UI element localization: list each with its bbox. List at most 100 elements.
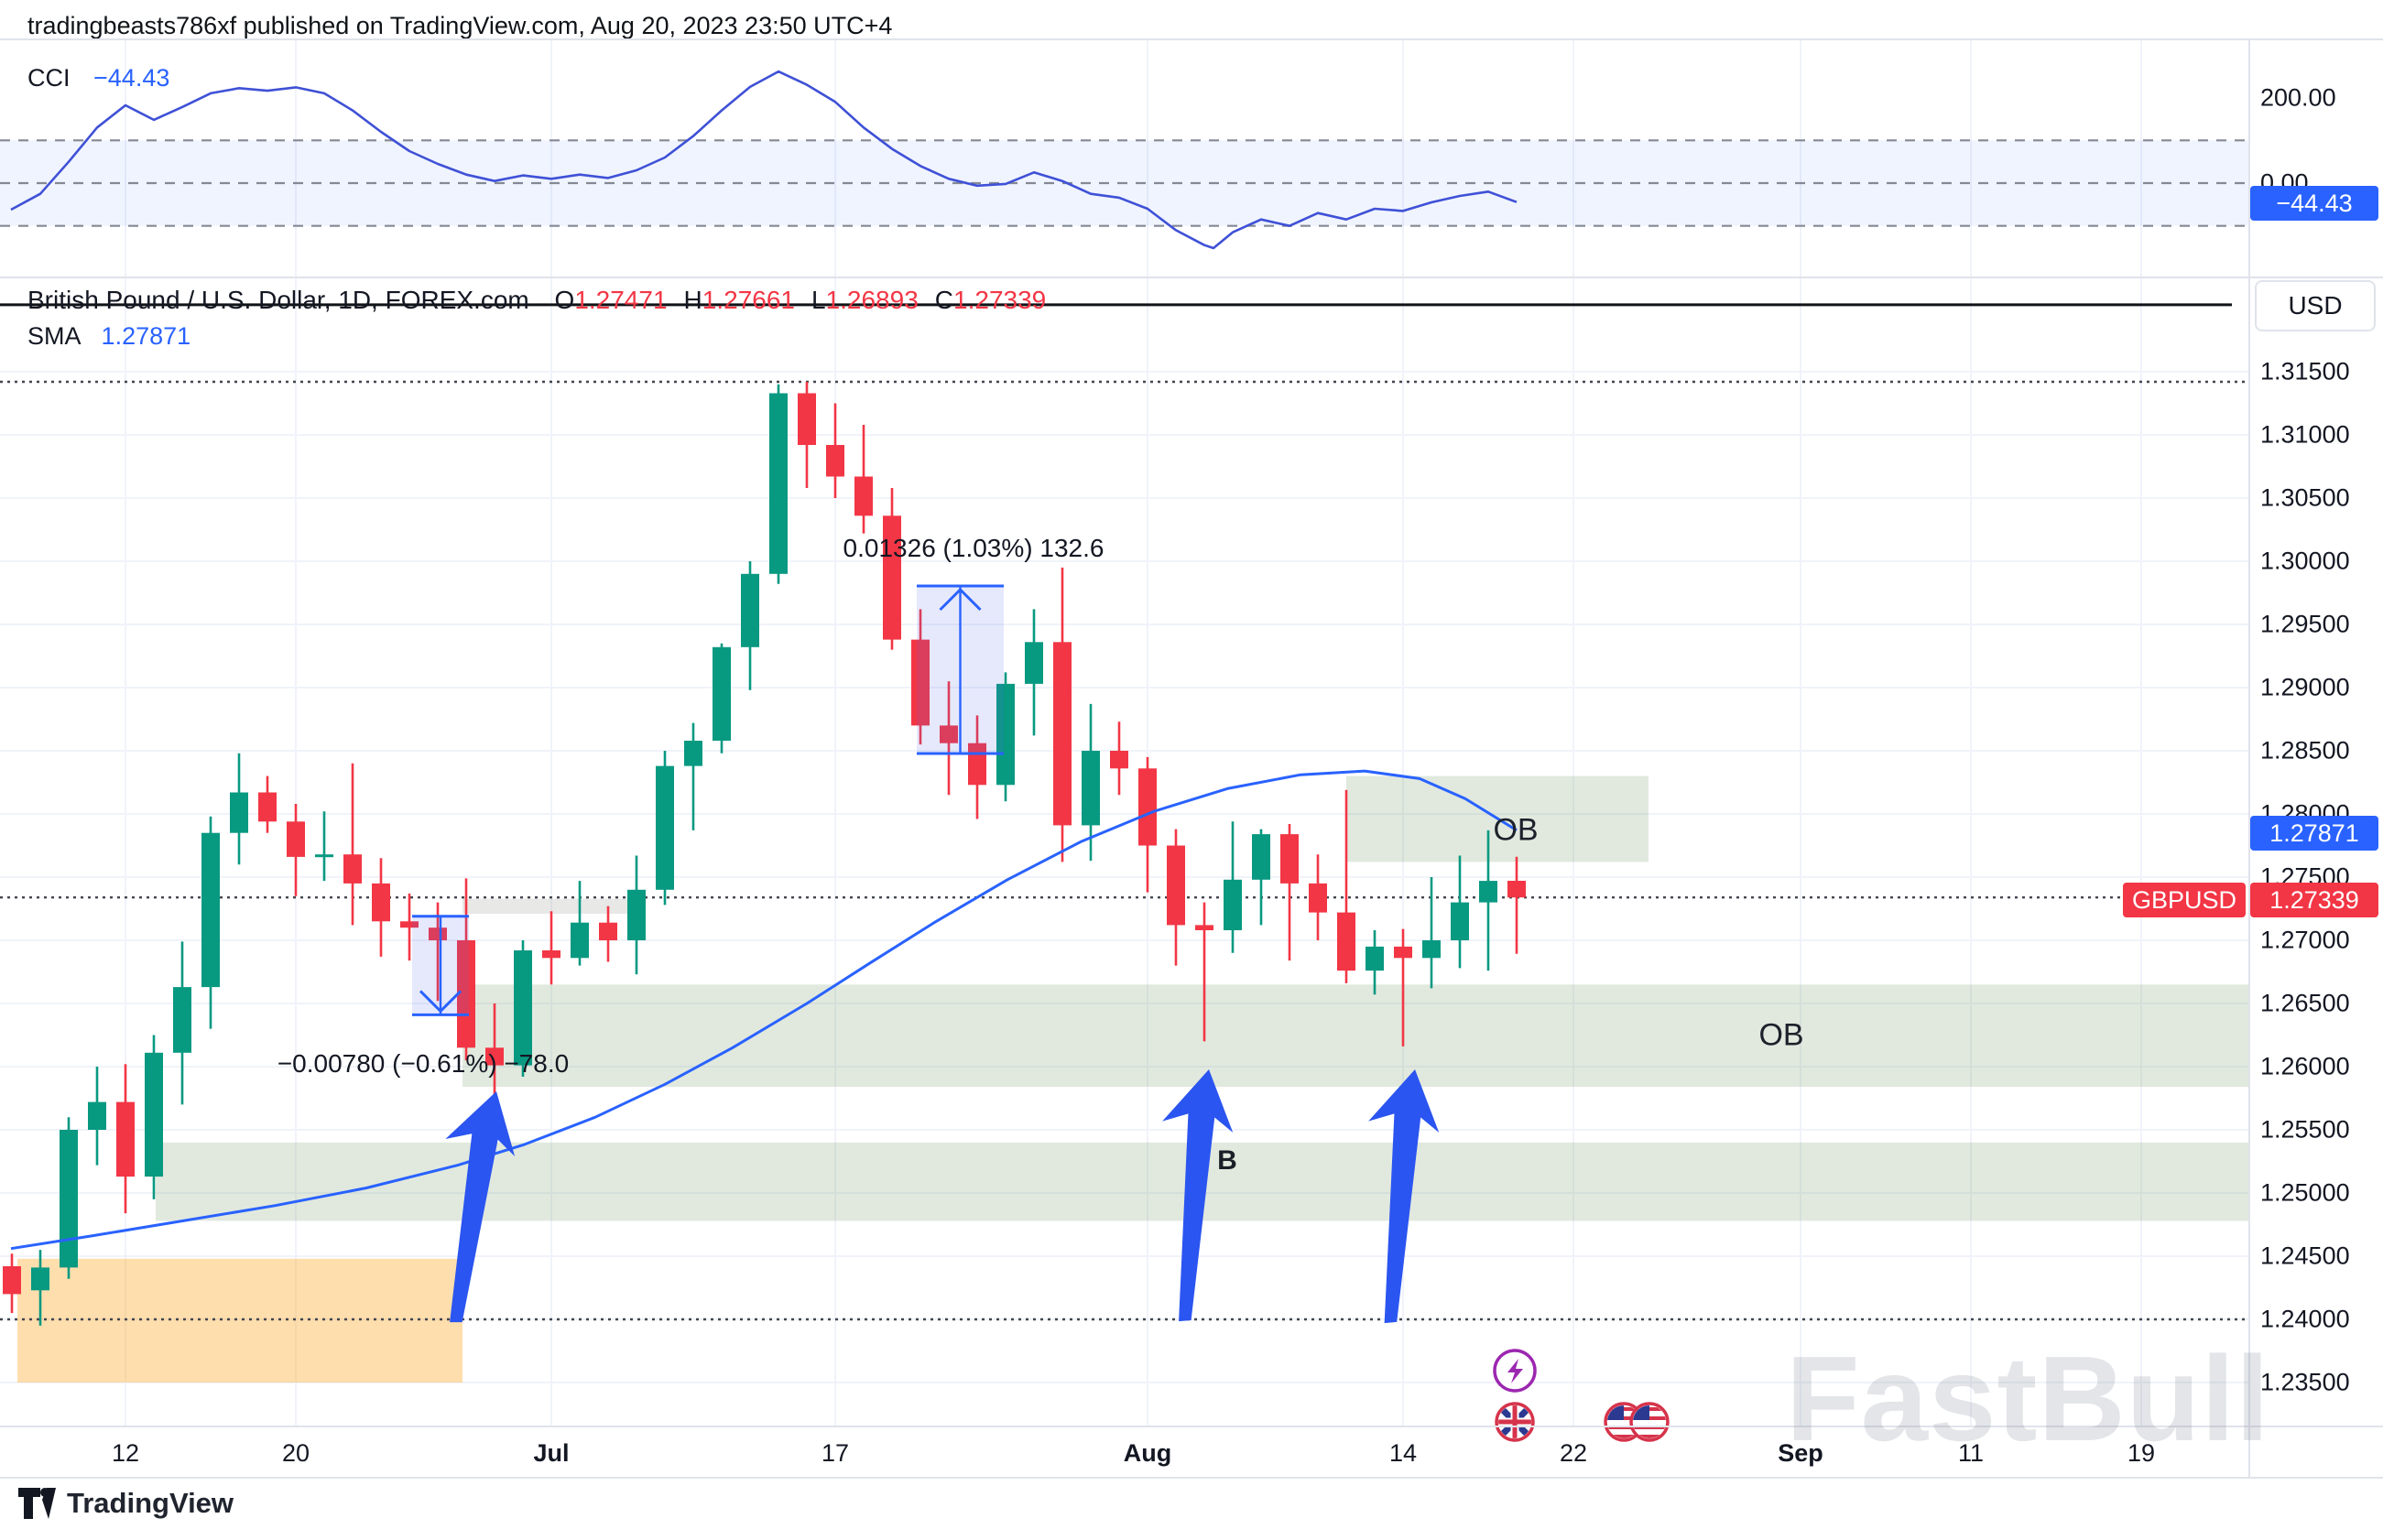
ohlc-item: L1.26893 (811, 286, 919, 314)
candle-body (1167, 845, 1185, 926)
candle-body (1451, 902, 1469, 940)
buy-arrow-drawing[interactable] (1328, 1062, 1451, 1326)
orange-zone[interactable] (17, 1258, 462, 1383)
symbol-legend: British Pound / U.S. Dollar, 1D, FOREX.c… (27, 286, 1062, 315)
candle-body (996, 683, 1015, 786)
fastbull-watermark: FastBull (1786, 1331, 2270, 1466)
buy-arrow-drawing[interactable] (1122, 1062, 1245, 1324)
price-axis-label: 1.31500 (2260, 357, 2350, 385)
candle-body (1507, 881, 1526, 898)
tradingview-brand: TradingView (67, 1487, 234, 1519)
price-axis-label: 1.29500 (2260, 610, 2350, 638)
candle-body (656, 765, 674, 890)
us-flag-icon[interactable] (1629, 1402, 1670, 1442)
candle-body (400, 921, 419, 928)
measure-arrow-head (939, 587, 982, 612)
ohlc-values: O1.27471 H1.27661 L1.26893 C1.27339 (555, 286, 1063, 314)
candle-body (1195, 925, 1213, 930)
price-axis-label: 1.27000 (2260, 926, 2350, 954)
price-axis-label: 1.25500 (2260, 1115, 2350, 1144)
pane-top-border (0, 38, 2383, 40)
candle-body (854, 476, 873, 516)
time-axis-label: 11 (1957, 1439, 1985, 1467)
candle-body (1479, 881, 1497, 903)
candle-body (1280, 834, 1299, 884)
time-axis-label: 17 (821, 1439, 850, 1467)
sma-line[interactable] (10, 769, 1518, 1251)
candle-body (88, 1101, 106, 1130)
candle-body (287, 821, 305, 857)
time-axis-label: 20 (281, 1439, 310, 1467)
currency-button[interactable]: USD (2255, 280, 2376, 331)
candle-body (3, 1266, 21, 1295)
price-axis[interactable]: 1.31500 1.31000 1.30500 1.30000 1.29500 1.290… (2248, 38, 2383, 1426)
published-header: tradingbeasts786xf published on TradingV… (27, 12, 893, 39)
tradingview-footer[interactable]: TradingView (17, 1487, 234, 1520)
cci-label: CCI (27, 64, 71, 92)
time-axis-label: Aug (1123, 1439, 1172, 1467)
candle-body (315, 854, 333, 858)
sma-value: 1.27871 (101, 322, 191, 350)
candle-body (31, 1267, 49, 1291)
measure-down-label: −0.00780 (−0.61%) −78.0 (277, 1049, 570, 1078)
price-axis-label: 1.26000 (2260, 1052, 2350, 1080)
last-price-badge: 1.27339 (2250, 883, 2378, 917)
cci-line[interactable] (10, 70, 1518, 250)
candle-body (116, 1101, 135, 1177)
candle-body (1366, 946, 1384, 971)
candle-body (1138, 768, 1157, 846)
price-axis-label: 1.26500 (2260, 989, 2350, 1017)
candle-body (911, 639, 930, 726)
price-axis-label: 1.25000 (2260, 1178, 2350, 1207)
candle-body (769, 393, 788, 574)
measure-arrow-head (419, 990, 462, 1014)
candle-body (1082, 751, 1100, 826)
ohlc-item: H1.27661 (683, 286, 795, 314)
time-axis[interactable]: 12 20 Jul 17 Aug 14 22 Sep 11 19 (0, 1439, 2248, 1476)
price-axis-label: 1.23500 (2260, 1368, 2350, 1396)
order-block-label-2[interactable]: OB (1758, 1017, 1804, 1053)
time-axis-label: Jul (533, 1439, 570, 1467)
time-axis-label: 19 (2127, 1439, 2156, 1467)
candle-body (826, 445, 844, 477)
candle-body (429, 927, 447, 940)
candle-body (713, 646, 731, 741)
cci-main-separator[interactable] (0, 277, 2383, 278)
cci-legend: CCI −44.43 (27, 64, 169, 92)
candle-body (514, 950, 532, 1066)
candle-body (1394, 946, 1412, 959)
price-axis-label: 1.28500 (2260, 736, 2350, 765)
cci-value: −44.43 (93, 64, 170, 92)
candle-body (258, 792, 277, 822)
candle-body (1422, 940, 1441, 959)
candle-body (741, 573, 759, 647)
candle-body (1337, 912, 1355, 971)
candle-body (599, 922, 617, 940)
sma-label: SMA (27, 322, 81, 350)
ohlc-item: C1.27339 (934, 286, 1047, 314)
time-axis-label: 22 (1559, 1439, 1588, 1467)
priceaxis-border (2248, 38, 2250, 1477)
candle-body (627, 889, 646, 940)
candle-body (230, 792, 248, 833)
lightning-icon[interactable] (1493, 1349, 1537, 1393)
gray-strip[interactable] (462, 898, 646, 915)
price-axis-label: 1.30000 (2260, 547, 2350, 575)
symbol-title[interactable]: British Pound / U.S. Dollar, 1D, FOREX.c… (27, 286, 529, 314)
candle-body (60, 1130, 78, 1268)
order-block-label-1[interactable]: OB (1493, 812, 1539, 848)
order-block-mid[interactable] (462, 984, 2248, 1088)
sma-legend: SMA 1.27871 (27, 322, 190, 351)
buy-arrow-drawing[interactable] (395, 1081, 531, 1327)
uk-flag-icon[interactable] (1495, 1402, 1535, 1442)
time-axis-label: Sep (1778, 1439, 1823, 1467)
cci-value-badge: −44.43 (2250, 186, 2378, 221)
ohlc-item: O1.27471 (554, 286, 668, 314)
candle-body (1252, 834, 1270, 880)
b-annotation: B (1217, 1145, 1237, 1176)
measure-up-label: 0.01326 (1.03%) 132.6 (843, 534, 1104, 562)
candle-body (798, 393, 816, 445)
currency-button-label: USD (2288, 291, 2343, 320)
